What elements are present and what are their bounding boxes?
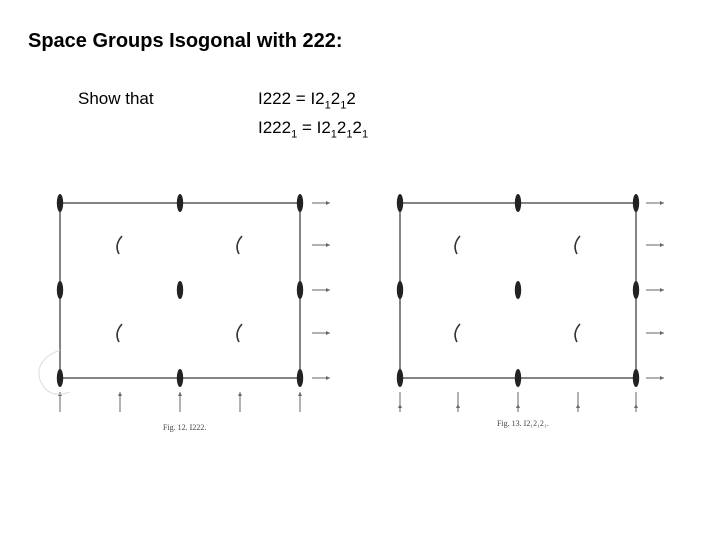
- twofold-axis: [176, 369, 184, 387]
- equation: I222 = I21212: [258, 89, 356, 111]
- subscript: 1: [324, 99, 331, 112]
- twofold-axis: [296, 194, 304, 212]
- equation-part: 2: [336, 118, 347, 137]
- subscript: 1: [330, 128, 337, 141]
- figure-caption: Fig. 12. I222.: [163, 423, 206, 432]
- arrow-head: [298, 392, 302, 396]
- arrow-head: [178, 392, 182, 396]
- equation-part: = I2: [297, 118, 331, 137]
- twofold-axis: [396, 194, 404, 212]
- arrow-head: [660, 243, 664, 247]
- equation: I2221 = I212121: [258, 118, 368, 140]
- equation-part: 2: [330, 89, 341, 108]
- equation-part: I222 = I2: [258, 89, 325, 108]
- screw-axis: [454, 235, 461, 255]
- twofold-axis: [632, 194, 640, 212]
- arrow-head: [576, 404, 580, 408]
- arrow-head: [660, 376, 664, 380]
- arrow-head: [238, 392, 242, 396]
- screw-axis: [116, 235, 123, 255]
- subscript: 1: [346, 128, 353, 141]
- twofold-axis: [396, 369, 404, 387]
- arrow-head: [398, 404, 402, 408]
- twofold-axis: [514, 281, 522, 299]
- twofold-axis: [56, 369, 64, 387]
- screw-axis: [454, 323, 461, 343]
- twofold-axis: [56, 194, 64, 212]
- twofold-axis: [176, 281, 184, 299]
- twofold-axis: [296, 369, 304, 387]
- slide-title: Space Groups Isogonal with 222:: [28, 30, 343, 52]
- screw-axis: [574, 235, 581, 255]
- twofold-axis: [296, 281, 304, 299]
- screw-axis: [236, 235, 243, 255]
- twofold-axis: [514, 194, 522, 212]
- twofold-axis: [176, 194, 184, 212]
- screw-axis: [236, 323, 243, 343]
- arrow-head: [516, 404, 520, 408]
- twofold-axis: [514, 369, 522, 387]
- twofold-axis: [56, 281, 64, 299]
- arrow-head: [326, 288, 330, 292]
- subscript: 1: [340, 99, 347, 112]
- screw-axis: [116, 323, 123, 343]
- arrow-head: [660, 201, 664, 205]
- twofold-axis: [632, 369, 640, 387]
- subscript: 1: [361, 128, 369, 141]
- arrow-head: [118, 392, 122, 396]
- arrow-head: [326, 331, 330, 335]
- equation-part: 2: [346, 89, 356, 108]
- twofold-axis: [396, 281, 404, 299]
- subscript: 1: [291, 128, 298, 141]
- scan-artifact: [38, 349, 71, 395]
- screw-axis: [574, 323, 581, 343]
- figure-caption: Fig. 13. I2₁2₁2₁.: [497, 419, 549, 428]
- arrow-head: [456, 404, 460, 408]
- arrow-head: [326, 376, 330, 380]
- arrow-head: [326, 201, 330, 205]
- equation-part: 2: [352, 118, 362, 137]
- arrow-head: [660, 288, 664, 292]
- twofold-axis: [632, 281, 640, 299]
- equation-part: I222: [258, 118, 292, 137]
- arrow-head: [660, 331, 664, 335]
- lead-text: Show that: [78, 89, 154, 108]
- arrow-head: [634, 404, 638, 408]
- arrow-head: [326, 243, 330, 247]
